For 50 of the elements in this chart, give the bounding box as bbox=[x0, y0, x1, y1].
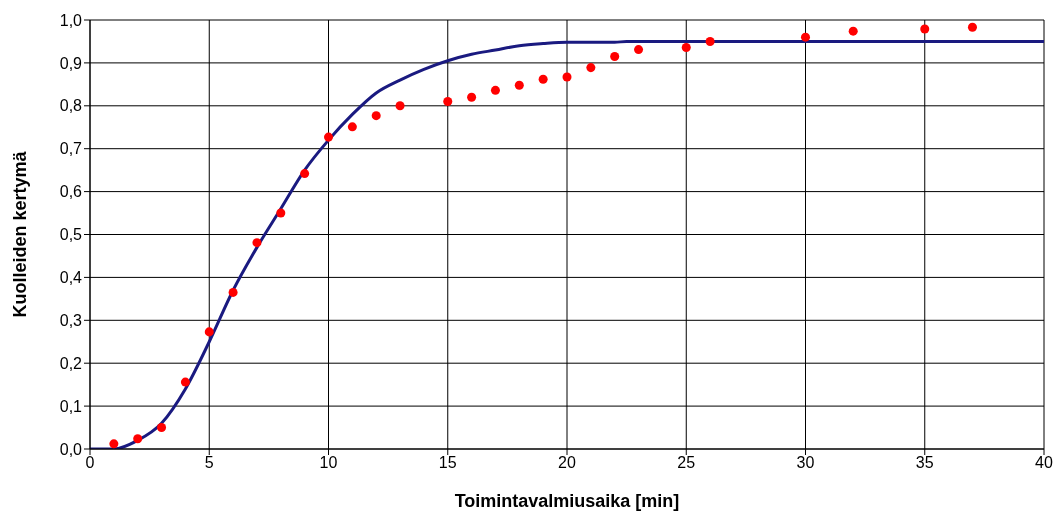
point bbox=[610, 51, 620, 61]
point bbox=[395, 101, 405, 111]
point bbox=[443, 97, 453, 107]
y-tick-label: 0,7 bbox=[59, 140, 83, 158]
point bbox=[800, 32, 811, 42]
y-axis-title: Kuolleiden kertymä bbox=[10, 150, 31, 318]
y-tick-label: 0,2 bbox=[59, 354, 83, 372]
point bbox=[204, 327, 214, 337]
y-tick-label: 0,6 bbox=[59, 183, 83, 201]
x-tick-label: 35 bbox=[915, 454, 934, 472]
y-tick-label: 1,0 bbox=[59, 11, 83, 29]
x-tick-label: 25 bbox=[677, 454, 696, 472]
point bbox=[490, 85, 500, 95]
x-tick-label: 20 bbox=[558, 454, 576, 472]
point bbox=[371, 111, 381, 121]
y-tick-label: 0,0 bbox=[59, 440, 83, 458]
y-tick-label: 0,8 bbox=[59, 97, 83, 115]
point bbox=[705, 36, 715, 46]
point bbox=[586, 63, 596, 73]
point bbox=[634, 45, 644, 55]
x-tick-label: 40 bbox=[1035, 454, 1053, 472]
point bbox=[967, 22, 977, 32]
point bbox=[920, 24, 930, 34]
point bbox=[848, 26, 858, 36]
point bbox=[562, 72, 572, 82]
point bbox=[538, 74, 548, 84]
point bbox=[347, 122, 357, 132]
y-tick-label: 0,5 bbox=[59, 226, 83, 244]
x-tick-label: 15 bbox=[438, 454, 457, 472]
x-axis-title: Toimintavalmiusaika [min] bbox=[454, 491, 680, 511]
point bbox=[252, 238, 262, 248]
point bbox=[157, 423, 167, 433]
point bbox=[109, 439, 119, 449]
x-tick-label: 30 bbox=[796, 454, 815, 472]
x-tick-label: 0 bbox=[85, 454, 95, 472]
point bbox=[467, 92, 477, 102]
y-tick-label: 0,9 bbox=[59, 54, 83, 72]
point bbox=[276, 208, 286, 218]
point bbox=[323, 132, 334, 142]
point bbox=[681, 42, 691, 52]
point bbox=[180, 377, 190, 387]
point bbox=[514, 80, 524, 90]
x-tick-label: 10 bbox=[319, 454, 338, 472]
point bbox=[228, 287, 238, 297]
y-tick-label: 0,4 bbox=[59, 269, 83, 287]
point bbox=[300, 169, 310, 179]
y-tick-label: 0,3 bbox=[59, 311, 83, 329]
point bbox=[133, 434, 143, 444]
y-tick-label: 0,1 bbox=[59, 397, 83, 415]
x-tick-label: 5 bbox=[204, 454, 214, 472]
